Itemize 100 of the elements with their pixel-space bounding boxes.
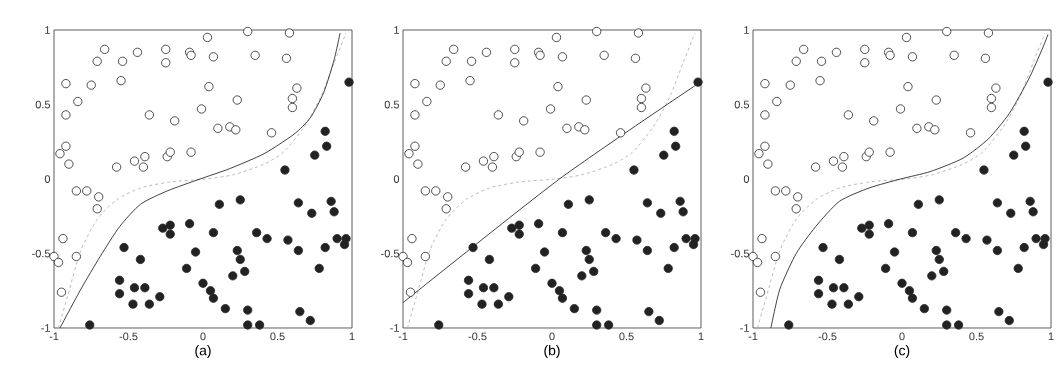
point [589, 266, 599, 276]
point [992, 198, 1002, 208]
y-tick-label: -1 [41, 324, 50, 332]
point [557, 228, 568, 238]
point [752, 257, 763, 268]
point [463, 289, 474, 299]
point [441, 204, 451, 214]
point [531, 263, 541, 273]
point [864, 147, 874, 157]
x-tick-label: 0.5 [619, 332, 634, 341]
point [772, 96, 782, 107]
point [1009, 150, 1019, 160]
point [413, 159, 423, 169]
point [864, 220, 874, 230]
point [144, 299, 154, 309]
point [165, 229, 175, 239]
point [818, 242, 828, 253]
point [813, 289, 824, 299]
point [449, 44, 459, 54]
point [828, 283, 839, 293]
point [641, 83, 651, 93]
point [839, 283, 849, 293]
point [117, 56, 128, 66]
x-tick-label: 1 [349, 332, 355, 341]
point [693, 77, 703, 87]
x-tick-label: 0.5 [969, 332, 984, 341]
point [477, 299, 487, 309]
point [186, 147, 196, 157]
x-tick-label: 1 [1048, 332, 1054, 341]
y-tick-label: -0.5 [731, 249, 750, 258]
point [243, 305, 253, 315]
point [545, 104, 556, 114]
point [629, 165, 639, 175]
point [688, 239, 699, 250]
point [487, 162, 498, 172]
point [85, 320, 95, 330]
point [320, 126, 330, 136]
point [581, 245, 591, 256]
point [864, 229, 874, 239]
point [1031, 234, 1041, 244]
point [71, 186, 81, 196]
point [280, 165, 290, 175]
point [92, 56, 102, 66]
point [904, 286, 915, 296]
point [907, 52, 918, 62]
point [1019, 126, 1029, 136]
point [982, 235, 992, 245]
point [320, 242, 330, 253]
point [831, 47, 842, 57]
point [857, 223, 867, 233]
x-tick-label: -0.5 [818, 332, 837, 341]
point [592, 305, 602, 315]
y-tick-label: -0.5 [32, 249, 51, 258]
point [161, 58, 171, 68]
point [675, 196, 685, 206]
point [240, 266, 250, 276]
point [615, 128, 626, 138]
point [813, 275, 824, 285]
point [305, 315, 315, 326]
point [71, 251, 81, 262]
point [420, 186, 430, 196]
point [1021, 141, 1031, 151]
point [220, 304, 230, 314]
point [562, 123, 572, 133]
point [669, 126, 679, 136]
point [184, 219, 195, 229]
point [557, 293, 568, 303]
point [901, 32, 912, 43]
point [644, 307, 654, 317]
x-axis-title: (c) [894, 345, 910, 359]
point [903, 82, 913, 92]
point [785, 80, 795, 90]
x-tick-label: -0.5 [119, 332, 138, 341]
point [250, 50, 260, 60]
point [510, 58, 520, 68]
point [580, 125, 590, 135]
point [659, 150, 669, 160]
point [885, 147, 895, 157]
point [951, 228, 961, 238]
point [599, 50, 609, 60]
point [760, 141, 770, 151]
point [489, 152, 499, 162]
x-axis-title: (a) [195, 345, 211, 359]
point [190, 247, 201, 257]
point [539, 247, 550, 257]
point [907, 293, 918, 303]
y-tick-label: 0.5 [734, 100, 750, 109]
point [770, 251, 780, 262]
point [514, 147, 524, 157]
point [404, 149, 414, 159]
point [592, 320, 602, 330]
point [514, 220, 524, 230]
point [58, 234, 68, 244]
point [314, 263, 324, 273]
point [493, 299, 503, 309]
line-series [407, 32, 696, 328]
point [129, 156, 140, 166]
y-tick-label: -1 [390, 324, 399, 332]
point [636, 102, 647, 113]
point [992, 245, 1002, 256]
